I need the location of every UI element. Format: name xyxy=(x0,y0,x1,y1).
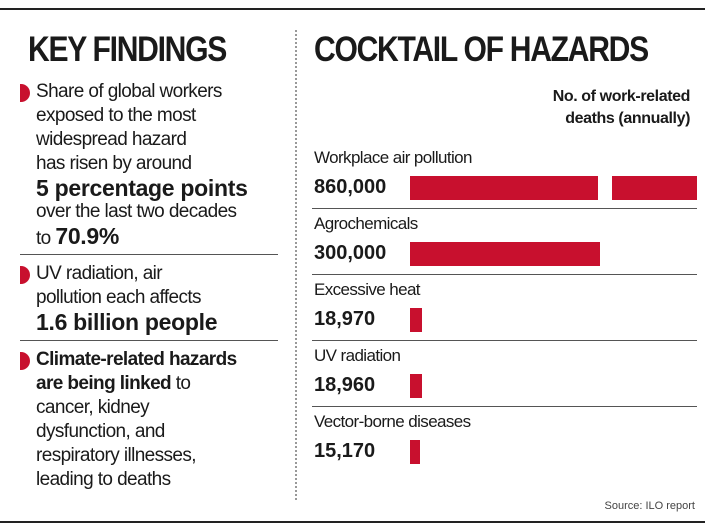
finding-line: Climate-related hazards xyxy=(36,348,286,372)
category-label: UV radiation xyxy=(314,346,401,365)
finding: Climate-related hazards are being linked … xyxy=(36,348,286,492)
finding-text: Share of global workers xyxy=(36,81,222,102)
category-label: Excessive heat xyxy=(314,280,421,299)
finding-text: are being linked xyxy=(36,373,172,394)
bar-segment xyxy=(410,176,598,200)
value-label: 18,960 xyxy=(314,374,376,396)
finding-line: over the last two decades xyxy=(36,200,286,224)
finding-line: dysfunction, and xyxy=(36,420,286,444)
source: Source: ILO report xyxy=(604,500,696,512)
divider xyxy=(295,30,297,500)
finding: UV radiation, air pollution each affects 1… xyxy=(36,262,286,334)
finding-line: widespread hazard xyxy=(36,128,286,152)
finding-text: dysfunction, and xyxy=(36,421,165,442)
finding-line: has risen by around xyxy=(36,152,286,176)
bar xyxy=(410,440,420,464)
finding-line: exposed to the most xyxy=(36,104,286,128)
finding-line: 5 percentage points xyxy=(36,176,286,200)
value-label: 300,000 xyxy=(314,242,387,264)
value-label: 15,170 xyxy=(314,440,376,462)
category-label: Vector-borne diseases xyxy=(314,412,471,431)
finding-text: to xyxy=(36,228,56,249)
top-rule xyxy=(0,8,705,10)
value-label: 860,000 xyxy=(314,176,387,198)
category-label: Workplace air pollution xyxy=(314,148,472,167)
finding-text: cancer, kidney xyxy=(36,397,150,418)
finding-text: 1.6 billion people xyxy=(36,309,218,335)
finding-line: pollution each affects xyxy=(36,286,286,310)
finding-text: leading to deaths xyxy=(36,469,171,490)
value-label: 18,970 xyxy=(314,308,376,330)
separator xyxy=(312,406,697,407)
finding-line: UV radiation, air xyxy=(36,262,286,286)
bottom-rule xyxy=(0,521,705,523)
bullet xyxy=(20,352,30,370)
finding-text: exposed to the most xyxy=(36,105,196,126)
separator xyxy=(312,208,697,209)
separator xyxy=(20,254,278,255)
finding-line: cancer, kidney xyxy=(36,396,286,420)
finding-text: over the last two decades xyxy=(36,201,237,222)
finding-text: to xyxy=(171,373,191,394)
findings-title: KEY FINDINGS xyxy=(28,30,227,69)
bar xyxy=(410,242,600,266)
finding-text: respiratory illnesses, xyxy=(36,445,197,466)
finding: Share of global workers exposed to the mo… xyxy=(36,80,286,249)
finding-text: Climate-related hazards xyxy=(36,349,237,370)
finding-text: pollution each affects xyxy=(36,287,202,308)
chart-title: COCKTAIL OF HAZARDS xyxy=(314,30,649,69)
separator xyxy=(312,274,697,275)
finding-line: are being linked to xyxy=(36,372,286,396)
finding-line: to 70.9% xyxy=(36,223,286,249)
separator xyxy=(20,340,278,341)
finding-line: respiratory illnesses, xyxy=(36,444,286,468)
finding-text: 70.9% xyxy=(55,223,120,249)
bar xyxy=(410,176,697,200)
finding-text: 5 percentage points xyxy=(36,175,248,201)
bar-segment xyxy=(612,176,697,200)
category-label: Agrochemicals xyxy=(314,214,418,233)
finding-text: has risen by around xyxy=(36,153,192,174)
bullet xyxy=(20,266,30,284)
bar xyxy=(410,374,422,398)
separator xyxy=(312,340,697,341)
finding-text: widespread hazard xyxy=(36,129,187,150)
bar xyxy=(410,308,422,332)
finding-line: 1.6 billion people xyxy=(36,310,286,334)
value-axis-label: No. of work-related deaths (annually) xyxy=(552,88,691,127)
finding-text: UV radiation, air xyxy=(36,263,163,284)
finding-line: leading to deaths xyxy=(36,468,286,492)
bullet xyxy=(20,84,30,102)
finding-line: Share of global workers xyxy=(36,80,286,104)
